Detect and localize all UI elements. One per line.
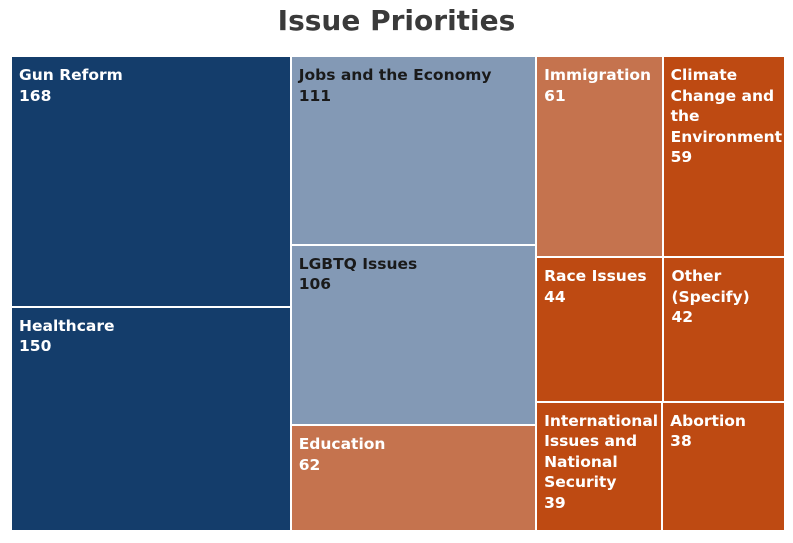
tile-label: Abortion 38 bbox=[670, 411, 746, 451]
treemap-tile: Abortion 38 bbox=[662, 401, 785, 531]
chart-title: Issue Priorities bbox=[277, 4, 516, 37]
tile-label: Climate Change and the Environment 59 bbox=[670, 66, 783, 166]
tile-label: Other (Specify) 42 bbox=[671, 267, 750, 327]
treemap-tile: Education 62 bbox=[290, 425, 537, 531]
tile-label: Gun Reform 168 bbox=[19, 66, 123, 105]
tile-label: International Issues and National Securi… bbox=[544, 411, 659, 512]
tile-label: Education 62 bbox=[298, 435, 386, 474]
treemap-tile: Climate Change and the Environment 59 bbox=[662, 56, 785, 258]
tile-label: LGBTQ Issues 106 bbox=[298, 254, 418, 294]
tile-label: Healthcare 150 bbox=[19, 316, 115, 356]
treemap-tile: Other (Specify) 42 bbox=[663, 257, 785, 402]
tile-label: Immigration 61 bbox=[544, 66, 652, 105]
treemap-tile: International Issues and National Securi… bbox=[536, 401, 663, 531]
treemap-tile: Immigration 61 bbox=[536, 56, 663, 258]
treemap-tile: Healthcare 150 bbox=[11, 306, 291, 531]
treemap-tile: Gun Reform 168 bbox=[11, 56, 291, 307]
treemap-tile: LGBTQ Issues 106 bbox=[290, 244, 537, 426]
treemap-tile: Jobs and the Economy 111 bbox=[290, 56, 537, 245]
treemap-tile: Race Issues 44 bbox=[536, 257, 664, 402]
tile-label: Race Issues 44 bbox=[544, 267, 647, 306]
tile-label: Jobs and the Economy 111 bbox=[298, 66, 492, 105]
